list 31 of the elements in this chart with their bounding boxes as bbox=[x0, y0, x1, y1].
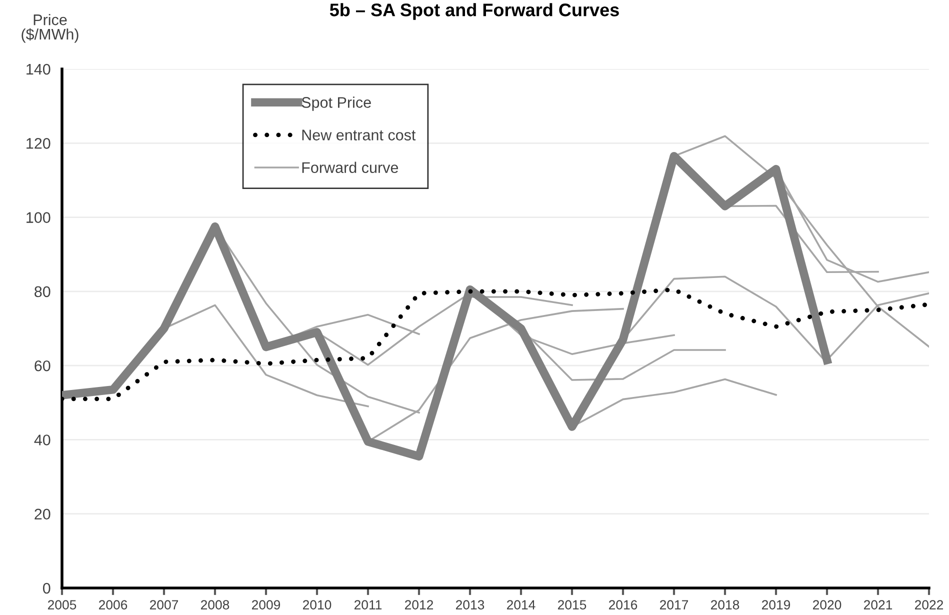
x-tick-label: 2021 bbox=[864, 600, 892, 610]
y-tick-label: 120 bbox=[26, 138, 50, 149]
x-tick-label: 2016 bbox=[608, 600, 638, 610]
x-tick-label: 2018 bbox=[710, 600, 740, 610]
y-tick-label: 40 bbox=[34, 434, 50, 446]
y-axis-title: Price ($/MWh) bbox=[22, 14, 78, 43]
x-tick-label: 2007 bbox=[150, 600, 178, 610]
x-tick-label: 2022 bbox=[914, 600, 944, 610]
x-tick-label: 2020 bbox=[812, 600, 842, 610]
x-tick-label: 2006 bbox=[98, 600, 128, 610]
y-tick-label: 80 bbox=[34, 286, 50, 298]
y-tick-label: 140 bbox=[26, 64, 50, 75]
legend-label: Spot Price bbox=[302, 96, 371, 111]
x-tick-label: 2010 bbox=[302, 600, 332, 610]
y-tick-label: 100 bbox=[26, 212, 50, 223]
legend-label: New entrant cost bbox=[302, 130, 416, 140]
x-tick-label: 2005 bbox=[48, 600, 76, 610]
x-tick-label: 2019 bbox=[762, 600, 790, 610]
x-tick-label: 2015 bbox=[558, 600, 586, 610]
x-tick-label: 2013 bbox=[456, 600, 484, 610]
y-tick-label: 20 bbox=[34, 508, 50, 520]
x-tick-label: 2009 bbox=[252, 600, 280, 610]
x-tick-label: 2008 bbox=[200, 600, 230, 610]
x-tick-label: 2011 bbox=[354, 600, 382, 610]
chart-title: 5b – SA Spot and Forward Curves bbox=[330, 3, 619, 20]
legend-label: Forward curve bbox=[302, 162, 398, 174]
y-tick-label: 0 bbox=[42, 582, 50, 594]
x-tick-label: 2017 bbox=[660, 600, 688, 610]
x-tick-label: 2014 bbox=[506, 600, 536, 610]
x-tick-label: 2012 bbox=[404, 600, 434, 610]
y-tick-label: 60 bbox=[34, 360, 50, 372]
